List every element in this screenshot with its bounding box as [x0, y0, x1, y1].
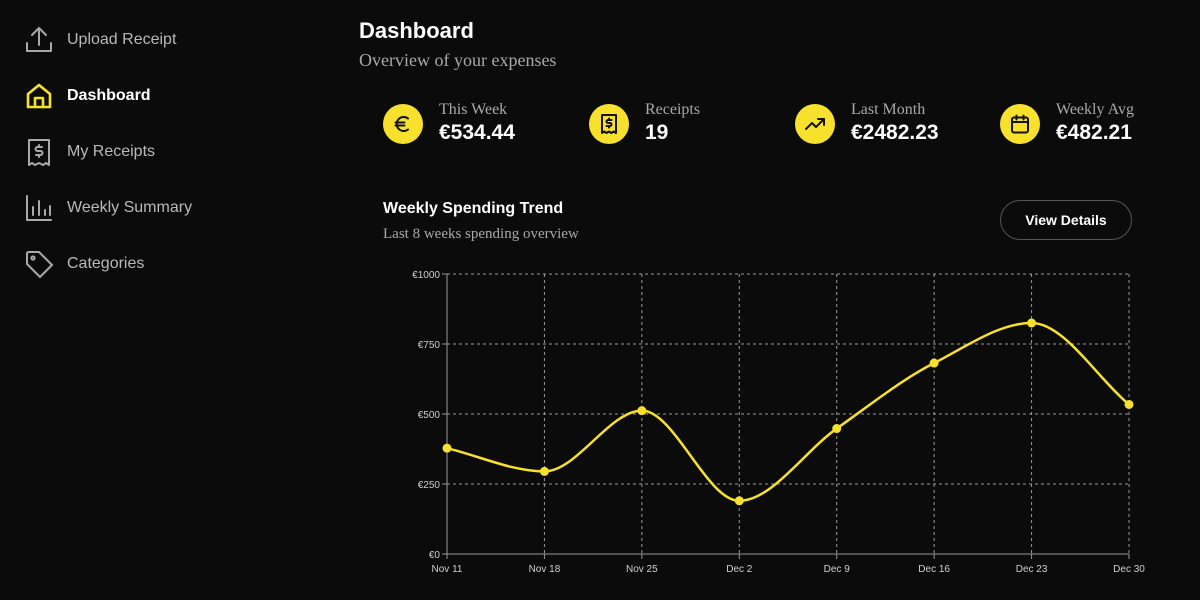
stat-label: Weekly Avg: [1056, 101, 1134, 118]
sidebar-item-categories[interactable]: Categories: [24, 248, 144, 280]
receipt-icon: [24, 137, 54, 167]
data-point: [832, 424, 842, 434]
x-tick-label: Dec 2: [726, 564, 753, 575]
y-tick-label: €750: [418, 340, 441, 351]
stat-label: Last Month: [851, 101, 926, 118]
data-point: [929, 358, 939, 368]
euro-icon: [383, 104, 423, 144]
sidebar-item-upload-receipt[interactable]: Upload Receipt: [24, 24, 176, 56]
trending-up-icon: [795, 104, 835, 144]
data-point: [539, 466, 549, 476]
chart-subtitle: Last 8 weeks spending overview: [383, 226, 579, 242]
stat-value: €534.44: [439, 121, 515, 144]
y-tick-label: €1000: [412, 270, 440, 281]
receipt-icon: [589, 104, 629, 144]
sidebar-item-label: My Receipts: [67, 143, 156, 160]
page-title: Dashboard: [359, 18, 474, 43]
sidebar-item-label: Upload Receipt: [67, 31, 177, 48]
sidebar-item-my-receipts[interactable]: My Receipts: [24, 136, 155, 168]
stat-this-week: This Week €534.44: [383, 98, 515, 150]
data-point: [637, 406, 647, 416]
data-point: [1027, 318, 1037, 328]
view-details-button[interactable]: View Details: [1000, 200, 1132, 240]
y-tick-label: €0: [429, 550, 441, 561]
page-subtitle: Overview of your expenses: [359, 50, 557, 70]
stat-value: €482.21: [1056, 121, 1132, 144]
sidebar-item-label: Dashboard: [67, 87, 151, 104]
x-tick-label: Nov 25: [626, 564, 658, 575]
stat-value: 19: [645, 121, 669, 144]
bar-chart-icon: [24, 193, 54, 223]
x-tick-label: Nov 18: [529, 564, 561, 575]
stat-label: This Week: [439, 101, 508, 118]
chart-title: Weekly Spending Trend: [383, 200, 564, 217]
sidebar-item-label: Weekly Summary: [67, 199, 193, 216]
data-point: [442, 443, 452, 453]
sidebar-item-label: Categories: [67, 255, 145, 272]
calendar-icon: [1000, 104, 1040, 144]
stat-value: €2482.23: [851, 121, 939, 144]
sidebar-item-weekly-summary[interactable]: Weekly Summary: [24, 192, 192, 224]
home-icon: [24, 81, 54, 111]
data-point: [734, 496, 744, 506]
series-line: [446, 321, 1130, 503]
sidebar: Upload Receipt Dashboard My Receipts Wee…: [0, 0, 330, 600]
stat-last-month: Last Month €2482.23: [795, 98, 939, 150]
x-tick-label: Nov 11: [432, 564, 463, 575]
sidebar-item-dashboard[interactable]: Dashboard: [24, 80, 151, 112]
tag-icon: [24, 249, 54, 279]
stat-weekly-avg: Weekly Avg €482.21: [1000, 98, 1134, 150]
x-tick-label: Dec 23: [1016, 564, 1048, 575]
x-tick-label: Dec 30: [1113, 564, 1145, 575]
stat-label: Receipts: [645, 101, 701, 118]
data-point: [1124, 399, 1134, 409]
x-tick-label: Dec 9: [824, 564, 851, 575]
y-tick-label: €250: [418, 480, 441, 491]
x-tick-label: Dec 16: [918, 564, 950, 575]
upload-icon: [24, 25, 54, 55]
y-tick-label: €500: [418, 410, 441, 421]
stat-receipts: Receipts 19: [589, 98, 700, 150]
